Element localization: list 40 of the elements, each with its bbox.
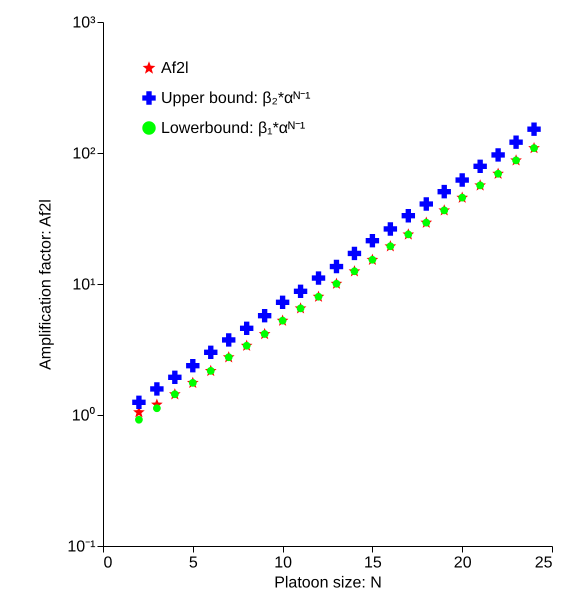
point xyxy=(330,260,344,274)
point xyxy=(135,416,143,424)
x-axis-title: Platoon size: N xyxy=(274,574,382,592)
point xyxy=(438,184,451,198)
point xyxy=(348,246,362,260)
point xyxy=(527,122,541,136)
point xyxy=(204,346,218,360)
point xyxy=(294,284,308,298)
point xyxy=(366,234,380,248)
y-tick-label: 10¹ xyxy=(72,276,96,294)
point xyxy=(312,271,326,285)
point xyxy=(258,308,272,322)
point xyxy=(240,322,254,336)
point xyxy=(402,209,416,222)
y-axis-title: Amplification factor: Af2l xyxy=(37,199,54,370)
y-tick-label: 10³ xyxy=(72,14,96,32)
x-tick-label: 15 xyxy=(364,554,382,572)
x-tick-label: 10 xyxy=(274,554,292,572)
point xyxy=(186,358,200,372)
y-tick-label: 10² xyxy=(72,146,96,162)
y-tick-label: 10⁰ xyxy=(72,406,96,424)
legend-label: Upper bound: β₂*αᴺ⁻¹ xyxy=(161,90,311,107)
x-tick-label: 25 xyxy=(534,554,553,572)
x-tick-label: 20 xyxy=(454,554,472,572)
x-tick-label: 5 xyxy=(188,554,198,572)
legend-label: Af2l xyxy=(161,60,189,77)
legend-label: Lowerbound: β₁*αᴺ⁻¹ xyxy=(161,120,306,137)
point xyxy=(222,333,236,347)
point xyxy=(509,135,523,149)
point xyxy=(276,296,290,310)
point xyxy=(491,148,505,162)
point xyxy=(150,382,164,396)
point xyxy=(455,173,469,187)
point xyxy=(384,222,398,236)
point xyxy=(473,160,487,174)
point xyxy=(132,396,146,410)
point xyxy=(168,370,182,384)
x-tick-label: 0 xyxy=(104,554,112,572)
point xyxy=(420,197,433,211)
y-tick-label: 10⁻¹ xyxy=(67,538,96,556)
